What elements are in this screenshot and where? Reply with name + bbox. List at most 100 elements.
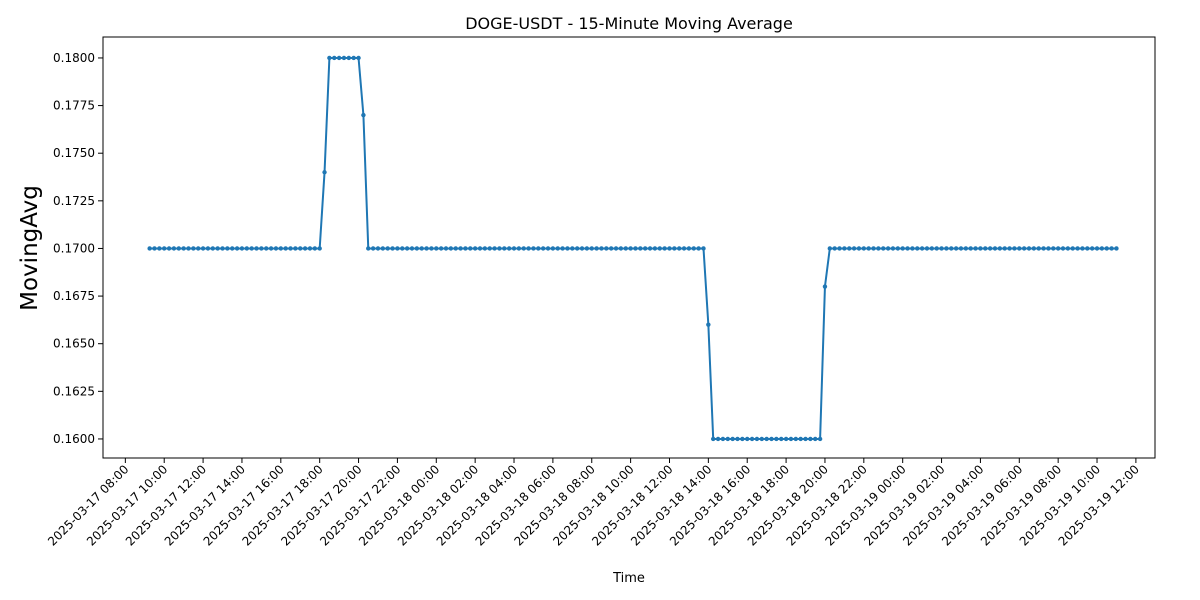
data-point xyxy=(589,246,594,251)
data-point xyxy=(808,436,813,442)
data-point xyxy=(983,246,988,251)
data-point xyxy=(900,246,905,251)
data-point xyxy=(735,436,740,442)
data-point xyxy=(540,246,546,251)
data-point xyxy=(1046,246,1051,251)
data-point xyxy=(259,246,264,251)
data-point xyxy=(516,246,522,251)
data-point xyxy=(191,246,196,251)
data-point xyxy=(740,436,745,442)
data-point xyxy=(298,246,303,251)
y-tick-label: 0.1725 xyxy=(53,194,95,208)
data-point xyxy=(453,246,458,251)
data-point xyxy=(472,246,478,251)
data-point xyxy=(220,246,225,251)
data-point xyxy=(463,246,468,251)
data-point xyxy=(346,55,352,61)
data-point xyxy=(545,246,551,251)
data-point xyxy=(633,246,638,251)
data-point xyxy=(312,246,318,251)
data-point xyxy=(570,246,575,251)
data-point xyxy=(919,246,925,251)
data-point xyxy=(822,284,828,289)
data-point xyxy=(230,246,235,251)
data-point xyxy=(477,246,483,251)
data-point xyxy=(176,246,181,251)
data-point xyxy=(706,322,711,327)
data-point xyxy=(604,246,609,251)
data-point xyxy=(949,246,954,251)
data-point xyxy=(1036,246,1041,251)
data-point xyxy=(200,246,206,251)
data-point xyxy=(1070,246,1075,251)
data-point xyxy=(186,246,191,251)
data-point xyxy=(652,246,658,251)
data-point xyxy=(696,246,701,251)
plot-frame xyxy=(102,36,1156,459)
data-point xyxy=(968,246,973,251)
data-point xyxy=(783,436,789,442)
data-point xyxy=(871,246,876,251)
data-point xyxy=(1099,246,1105,251)
data-point xyxy=(322,170,327,175)
data-point xyxy=(662,246,667,251)
data-point xyxy=(419,246,424,251)
data-point xyxy=(642,246,648,251)
data-point xyxy=(1012,246,1017,251)
data-point xyxy=(482,246,488,251)
data-point xyxy=(210,246,215,251)
data-point xyxy=(395,246,400,251)
data-point xyxy=(827,246,833,251)
data-point xyxy=(1055,246,1061,251)
data-point xyxy=(861,246,867,251)
data-point xyxy=(332,55,337,61)
data-point xyxy=(1031,246,1037,251)
data-point xyxy=(273,246,279,251)
data-point xyxy=(157,246,162,251)
data-point xyxy=(336,55,342,61)
data-point xyxy=(963,246,969,251)
data-point xyxy=(1080,246,1085,251)
data-point xyxy=(885,246,891,251)
data-point xyxy=(613,246,619,251)
data-point xyxy=(400,246,405,251)
data-point xyxy=(681,246,687,251)
data-point xyxy=(817,436,823,442)
data-point xyxy=(317,246,322,251)
data-point xyxy=(307,246,313,251)
data-point xyxy=(711,436,716,442)
data-point xyxy=(987,246,993,251)
data-point xyxy=(147,246,152,251)
data-point xyxy=(215,246,220,251)
data-point xyxy=(779,436,784,442)
data-point xyxy=(468,246,473,251)
y-tick-label: 0.1600 xyxy=(53,432,95,446)
data-point xyxy=(672,246,677,251)
data-point xyxy=(749,436,755,442)
y-tick-label: 0.1625 xyxy=(53,384,95,398)
data-point xyxy=(667,246,672,251)
data-point xyxy=(1089,246,1095,251)
y-axis-label: MovingAvg xyxy=(17,185,43,311)
data-point xyxy=(565,246,570,251)
data-point xyxy=(356,55,361,61)
data-point xyxy=(866,246,871,251)
data-point xyxy=(638,246,643,251)
data-point xyxy=(278,246,284,251)
y-tick-label: 0.1750 xyxy=(53,146,95,160)
data-point xyxy=(686,246,692,251)
data-point xyxy=(934,246,939,251)
data-point xyxy=(618,246,624,251)
data-point xyxy=(1065,246,1071,251)
data-point xyxy=(171,246,177,251)
data-point xyxy=(536,246,541,251)
data-point xyxy=(1002,246,1007,251)
data-point xyxy=(152,246,157,251)
data-point xyxy=(978,246,983,251)
data-point xyxy=(890,246,896,251)
data-point xyxy=(856,246,862,251)
data-point xyxy=(268,246,274,251)
data-point xyxy=(788,436,794,442)
